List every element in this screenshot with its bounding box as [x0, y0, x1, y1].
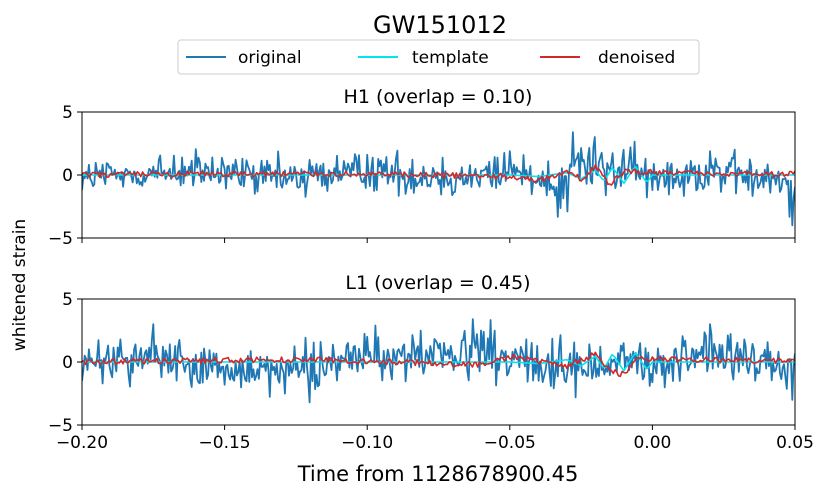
panel-l1-x-ticks: −0.20 −0.15 −0.10 −0.05 0.00 0.05: [56, 425, 814, 453]
legend: original template denoised: [177, 39, 700, 75]
x-axis-label: Time from 1128678900.45: [297, 462, 579, 486]
legend-label-original: original: [238, 48, 302, 68]
panel-h1-series-denoised: [82, 164, 795, 186]
panel-l1: L1 (overlap = 0.45) 5 0 −5 −0.20 −0.15 −0.10…: [48, 272, 814, 453]
panel-l1-y-ticks: 5 0 −5: [48, 290, 82, 436]
panel-h1-y-tick-label: 0: [62, 166, 73, 186]
panel-h1-title: H1 (overlap = 0.10): [344, 86, 533, 108]
x-tick-label: −0.05: [484, 433, 536, 453]
x-tick-label: 0.05: [776, 433, 814, 453]
panel-h1-y-tick-label: −5: [48, 229, 73, 249]
legend-frame: [177, 39, 700, 75]
panel-h1-y-ticks: 5 0 −5: [48, 103, 82, 249]
panel-l1-y-tick-label: −5: [48, 416, 73, 436]
chart-title: GW151012: [373, 11, 507, 39]
x-tick-label: −0.10: [341, 433, 393, 453]
panel-h1-series: [82, 131, 795, 227]
panel-l1-title: L1 (overlap = 0.45): [345, 272, 530, 294]
panel-h1-series-original: [82, 131, 795, 227]
legend-label-denoised: denoised: [598, 48, 675, 68]
y-axis-label: whitened strain: [10, 219, 30, 351]
panel-h1: H1 (overlap = 0.10) 5 0 −5: [48, 86, 796, 249]
x-tick-label: 0.00: [633, 433, 671, 453]
panel-l1-series: [82, 318, 795, 404]
panel-l1-series-denoised: [82, 351, 795, 378]
panel-h1-y-tick-label: 5: [62, 103, 73, 123]
x-tick-label: −0.15: [199, 433, 251, 453]
legend-label-template: template: [412, 48, 489, 68]
x-tick-label: −0.20: [56, 433, 108, 453]
panel-h1-x-ticks: [81, 238, 796, 243]
panel-l1-y-tick-label: 5: [62, 290, 73, 310]
panel-l1-y-tick-label: 0: [62, 353, 73, 373]
